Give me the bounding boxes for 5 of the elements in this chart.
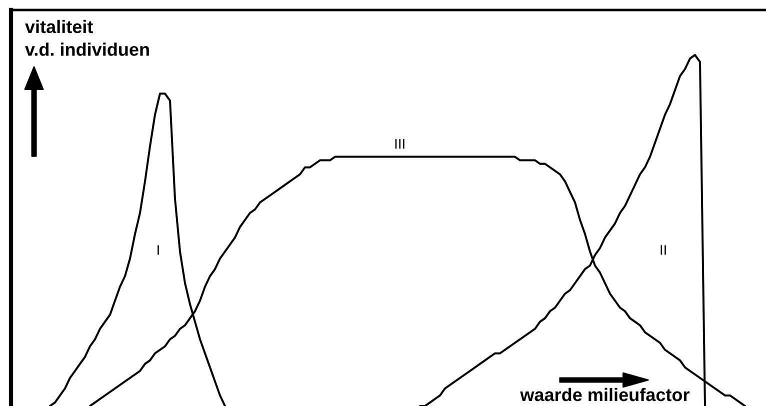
series-label: I <box>158 245 159 255</box>
series-label: III <box>395 139 404 149</box>
x-axis-title: waarde milieufactor <box>520 388 690 402</box>
y-axis-title: vitaliteit v.d. individuen <box>25 20 149 56</box>
text: II <box>660 245 666 255</box>
